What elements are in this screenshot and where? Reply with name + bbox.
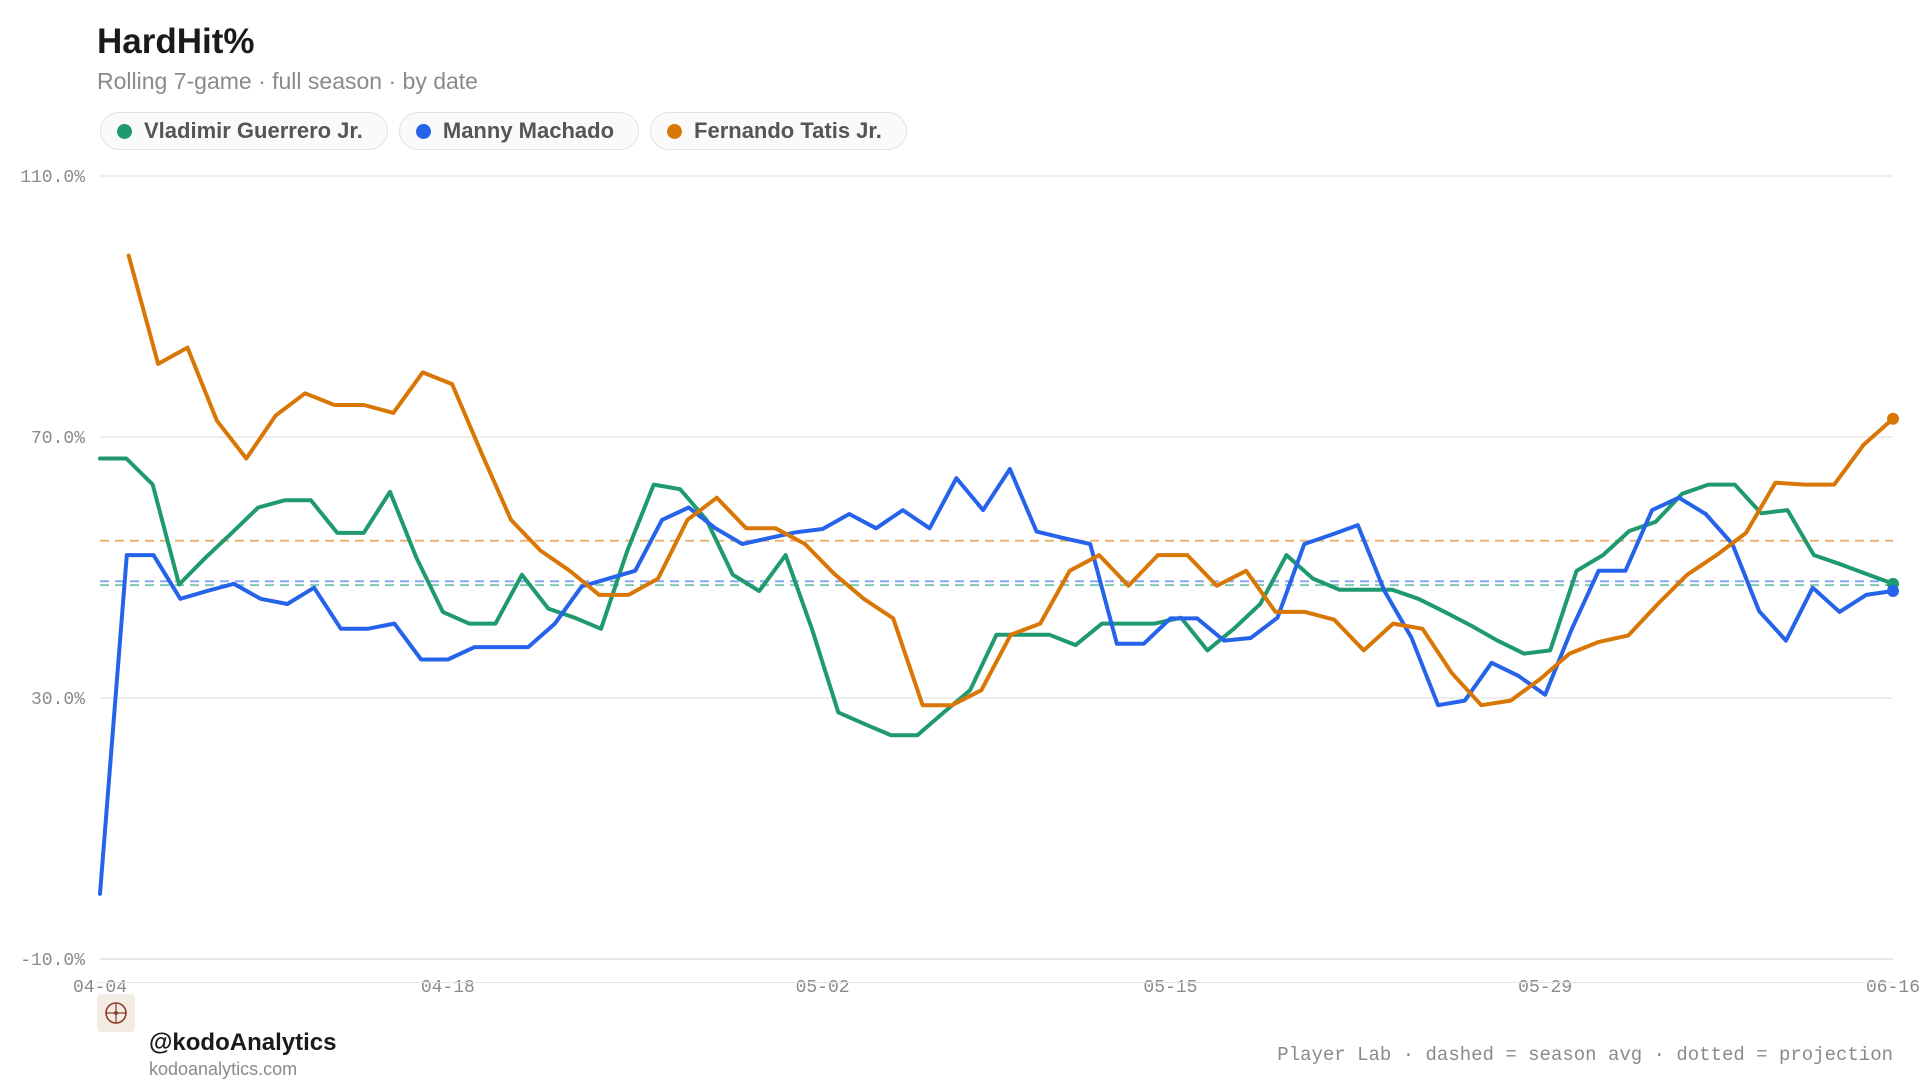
brand-site[interactable]: kodoanalytics.com [149,1059,298,1079]
x-tick-label: 05-29 [1518,978,1572,998]
series-line [98,456,1895,738]
series-endpoint [1887,412,1899,425]
series-line [98,467,1895,896]
chart-subtitle: Rolling 7-game · full season · by date [97,68,478,94]
legend-label: Vladimir Guerrero Jr. [144,118,363,143]
series-endpoint [1887,584,1899,597]
series-line [126,253,1895,708]
legend-item-machado[interactable]: Manny Machado [398,112,640,150]
line-chart: 110.0% 70.0% 30.0% -10.0% 04-04 04-18 05-02 05-… [20,168,1920,998]
legend-swatch [117,123,132,139]
x-tick-label: 04-04 [73,978,127,998]
target-icon [105,1002,127,1024]
legend: Vladimir Guerrero Jr. Manny Machado Fern… [100,112,907,150]
chart-note: Player Lab · dashed = season avg · dotte… [1277,1044,1893,1066]
legend-item-guerrero[interactable]: Vladimir Guerrero Jr. [100,112,388,150]
brand-logo [97,994,135,1032]
y-tick-label: 30.0% [31,690,85,710]
chart-title: HardHit% [97,22,255,61]
legend-label: Fernando Tatis Jr. [694,118,882,143]
x-tick-label: 05-02 [796,978,850,998]
legend-swatch [415,123,431,139]
x-tick-label: 06-16 [1866,978,1920,998]
x-tick-label: 04-18 [421,978,475,998]
legend-label: Manny Machado [442,118,615,143]
y-tick-label: 110.0% [20,168,85,188]
y-tick-label: -10.0% [20,951,85,971]
y-tick-label: 70.0% [31,429,85,449]
legend-swatch [667,123,683,139]
brand-handle: @kodoAnalytics [149,1029,337,1056]
x-tick-label: 05-15 [1143,978,1197,998]
legend-item-tatis[interactable]: Fernando Tatis Jr. [650,112,907,150]
footer-divider [97,982,1893,983]
